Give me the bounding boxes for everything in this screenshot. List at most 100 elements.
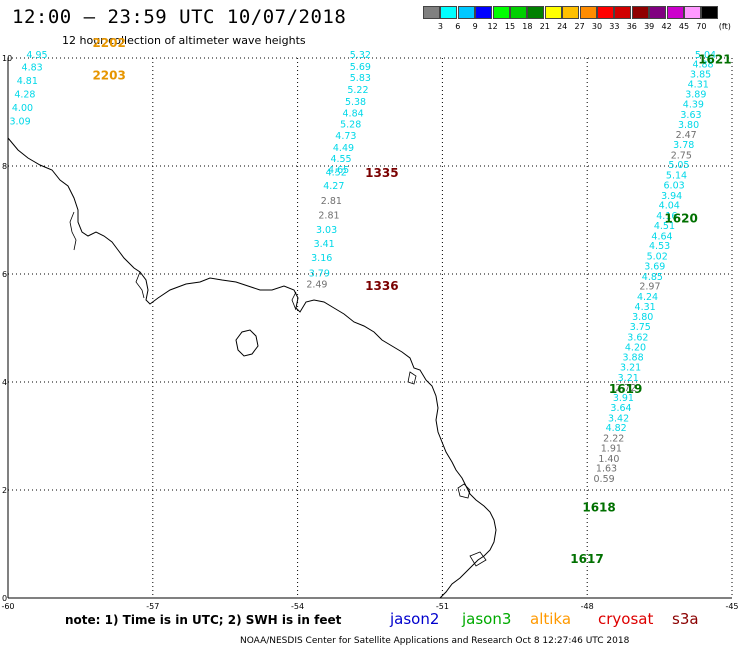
colorbar-label: 30 (591, 22, 603, 31)
colorbar-swatch (440, 6, 458, 19)
swh-tracks: 4.954.83 4.81 4.28 4.00 3.09 5.325.695.835.22… (9, 50, 716, 485)
swh-value: 4.81 (17, 76, 38, 87)
swh-value: 5.22 (347, 85, 368, 96)
coastline (7, 137, 497, 599)
y-tick-label: 10 (2, 54, 12, 63)
coastline-main (7, 137, 497, 599)
swh-value: 5.69 (350, 62, 371, 73)
colorbar-swatch (423, 6, 440, 19)
footnote: note: 1) Time is in UTC; 2) SWH is in fe… (65, 613, 342, 627)
colorbar-label: 3 (437, 22, 443, 31)
x-tick-label: -45 (725, 602, 738, 611)
swh-value: 4.82 (606, 423, 627, 434)
colorbar-label: 70 (696, 22, 707, 31)
swh-value: 3.62 (627, 332, 648, 343)
x-tick-label: -54 (291, 602, 304, 611)
colorbar-swatch (457, 6, 475, 19)
pass-time-label: 1336 (365, 279, 398, 293)
pass-time-label: 1618 (582, 501, 615, 515)
swh-value: 4.28 (14, 89, 35, 100)
colorbar-swatch (701, 6, 719, 19)
swh-value: 3.91 (613, 393, 634, 404)
legend-item-cryosat: cryosat (598, 610, 654, 628)
swh-value: 1.40 (598, 454, 619, 465)
swh-value: 3.79 (309, 269, 330, 280)
pass-time-label: 1620 (664, 212, 697, 226)
colorbar-label: 33 (609, 22, 620, 31)
coastline-river-2 (135, 271, 145, 299)
swh-value: 6.03 (664, 181, 685, 192)
coastline-river-3 (291, 291, 297, 311)
pass-time-label: 1621 (698, 52, 731, 66)
swh-value: 4.65 (328, 165, 349, 176)
colorbar-label: 42 (661, 22, 672, 31)
swh-value: 3.64 (610, 403, 631, 414)
swh-value: 2.22 (603, 433, 624, 444)
swh-value: 5.02 (647, 251, 668, 262)
swh-value: 3.69 (644, 262, 665, 273)
swh-value: 2.72 (615, 383, 636, 394)
pass-time-label: 2202 (92, 36, 125, 50)
chart-subtitle: 12 hour collection of altimeter wave hei… (62, 34, 306, 47)
credit-line: NOAA/NESDIS Center for Satellite Applica… (240, 636, 630, 646)
swh-value: 3.80 (678, 120, 699, 131)
colorbar-swatch (631, 6, 649, 19)
swh-value: 2.49 (306, 280, 327, 291)
legend-item-s3a: s3a (672, 610, 699, 628)
y-tick-label: 2 (2, 486, 7, 495)
colorbar-label: 6 (455, 22, 461, 31)
swh-value: 1.63 (596, 464, 617, 475)
colorbar-swatch (562, 6, 580, 19)
swh-value: 4.04 (659, 201, 680, 212)
swh-value: 3.41 (314, 239, 335, 250)
swh-value: 4.88 (692, 60, 713, 71)
colorbar-swatch (510, 6, 527, 19)
legend-item-jason3: jason3 (462, 610, 512, 628)
swh-value: 3.89 (685, 89, 706, 100)
colorbar-label: (ft) (718, 22, 731, 31)
swh-value: 5.05 (668, 160, 689, 171)
coastline-river-1 (69, 211, 77, 251)
colorbar-swatch (614, 6, 632, 19)
colorbar-swatch (649, 6, 667, 19)
swh-value: 5.14 (666, 170, 687, 181)
legend-item-altika: altika (530, 610, 572, 628)
y-tick-label: 0 (2, 594, 7, 603)
swh-value: 4.31 (635, 302, 656, 313)
colorbar-swatch (597, 6, 614, 19)
colorbar-label: 9 (472, 22, 478, 31)
x-tick-label: -51 (436, 602, 449, 611)
swh-value: 5.38 (345, 97, 366, 108)
swh-value: 3.03 (316, 225, 337, 236)
y-tick-label: 8 (2, 162, 7, 171)
colorbar-label: 18 (522, 22, 533, 31)
swh-value: 3.78 (673, 140, 694, 151)
swh-value: 4.83 (22, 62, 43, 73)
swh-value: 2.75 (671, 150, 692, 161)
swh-value: 4.53 (649, 241, 670, 252)
swh-value: 4.31 (688, 80, 709, 91)
pass-labels: 2202 2203 1335 1336 1621 1620 1619 1618 1617 (92, 36, 731, 566)
swh-value: 2.81 (318, 210, 339, 221)
swh-value: 5.32 (350, 50, 371, 61)
pass-time-label: 1619 (609, 382, 642, 396)
axis-ticks: -60 -57 -54 -51 -48 -45 0 2 4 6 8 10 (1, 54, 738, 611)
swh-value: 4.27 (323, 181, 344, 192)
x-tick-label: -48 (581, 602, 594, 611)
swh-value: 3.42 (608, 413, 629, 424)
swh-value: 4.85 (642, 272, 663, 283)
swh-value: 4.84 (343, 108, 364, 119)
swh-value: 3.85 (690, 69, 711, 80)
island-4 (469, 551, 487, 567)
swh-value: 3.75 (630, 322, 651, 333)
colorbar-swatch (544, 6, 562, 19)
swh-value: 5.04 (695, 50, 716, 61)
swh-value: 0.59 (594, 474, 615, 485)
chart-title: 12:00 – 23:59 UTC 10/07/2018 (12, 6, 347, 28)
swh-value: 3.16 (311, 253, 332, 264)
colorbar-swatch (684, 6, 701, 19)
swh-value: 4.16 (656, 211, 677, 222)
colorbar-label: 21 (539, 22, 550, 31)
pass-time-label: 2203 (92, 69, 125, 83)
